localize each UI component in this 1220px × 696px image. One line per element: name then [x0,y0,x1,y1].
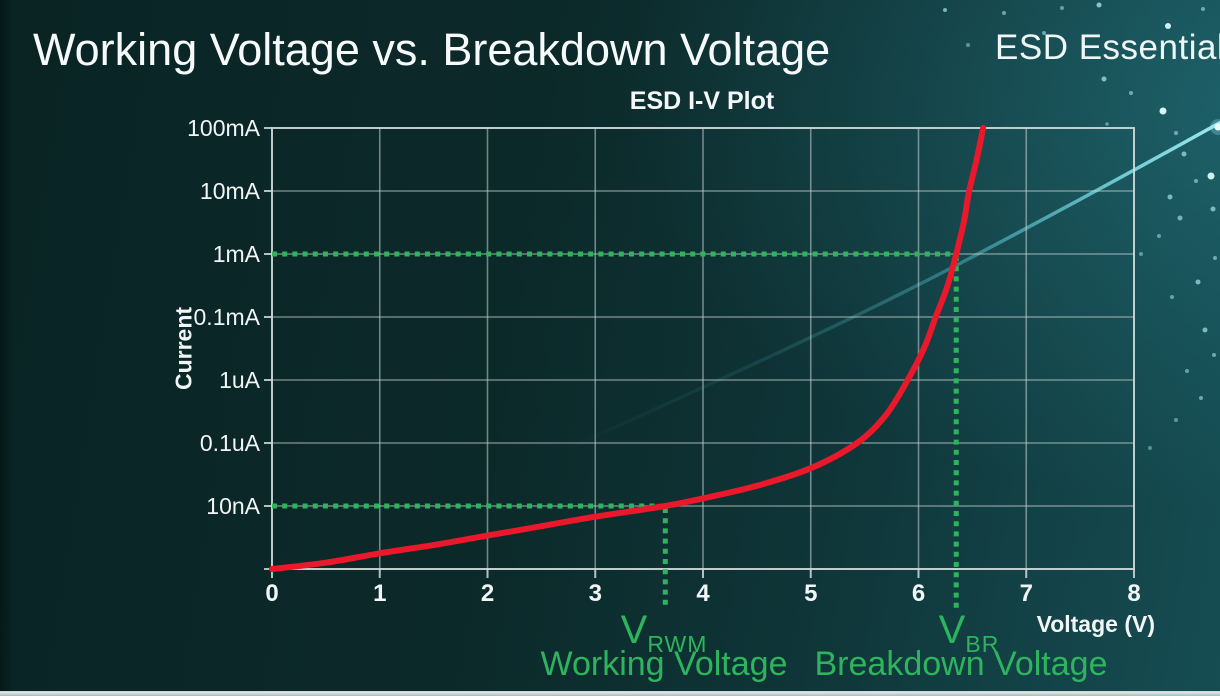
star-dot [1181,151,1187,157]
y-tick-label: 10nA [206,493,260,519]
y-tick-label: 1uA [219,367,261,393]
x-tick-label: 5 [804,580,817,607]
star-dot [1174,131,1178,135]
x-tick-label: 0 [265,580,278,607]
star-dot [1060,6,1064,10]
vbr-subscript: BR [965,631,1000,657]
star-dot [1170,295,1174,299]
video-frame-bottom-strip [0,691,1220,696]
y-axis-label: Current [170,306,197,391]
star-dot [1002,11,1006,15]
background-star-dots [943,2,1217,450]
star-dot [1210,206,1216,212]
slide-title: Working Voltage vs. Breakdown Voltage [33,24,831,75]
x-tick-label: 2 [481,580,494,607]
vbr-symbol: V [938,608,966,652]
y-tick-label: 100mA [187,115,261,141]
star-dot [1139,252,1143,256]
x-tick-labels: 0 1 2 3 4 5 6 7 8 [265,580,1140,607]
star-dot [1199,396,1203,400]
star-dot [1157,234,1161,238]
y-tick-labels: 100mA 10mA 1mA 0.1mA 1uA 0.1uA 10nA [187,115,261,519]
star-dot [943,8,947,12]
star-dot [1042,31,1046,35]
star-dot [1148,446,1152,450]
vbr-annotation: VBR [819,608,1119,658]
star-dot [1177,215,1183,221]
star-dot [1096,2,1102,8]
y-tick-label: 0.1mA [194,304,261,330]
x-tick-label: 8 [1127,580,1140,607]
chart-title: ESD I-V Plot [629,87,775,115]
vrwm-subscript: RWM [647,631,708,657]
star-dot [1212,353,1216,357]
working-voltage-label: Working Voltage [540,645,788,683]
breakdown-voltage-label: Breakdown Voltage [814,645,1108,683]
x-tick-label: 1 [373,580,386,607]
brand-title: ESD Essential [995,28,1220,67]
annotation-dotted-lines [272,251,959,610]
star-dot [966,43,970,47]
star-dot [1174,418,1178,422]
axis-tick-marks [264,127,1135,578]
x-tick-label: 3 [589,580,602,607]
x-tick-label: 4 [696,580,710,607]
y-tick-label: 1mA [213,241,261,267]
vrwm-symbol: V [620,608,648,652]
star-dot [1194,179,1198,183]
star-dot [1201,7,1205,11]
y-tick-label: 10mA [200,178,261,204]
star-dot [1213,256,1217,260]
star-dot [1207,172,1215,180]
swoosh-glow-dot-core [1214,123,1220,131]
star-dot [1185,369,1189,373]
background-swoosh-curve [559,120,1220,454]
grid-lines [271,127,1135,570]
star-dot [1159,107,1167,115]
iv-curve-red [269,125,987,572]
y-tick-label: 0.1uA [200,430,261,456]
x-tick-label: 6 [912,580,925,607]
x-axis-label: Voltage (V) [1036,611,1155,637]
star-dot [1195,279,1201,285]
star-dot [1101,76,1107,82]
star-dot [1105,122,1109,126]
star-dot [1129,91,1133,95]
x-tick-label: 7 [1020,580,1033,607]
star-dot [1165,23,1171,29]
star-dot [1202,327,1208,333]
star-dot [1167,194,1173,200]
vrwm-annotation: VRWM [514,608,814,658]
